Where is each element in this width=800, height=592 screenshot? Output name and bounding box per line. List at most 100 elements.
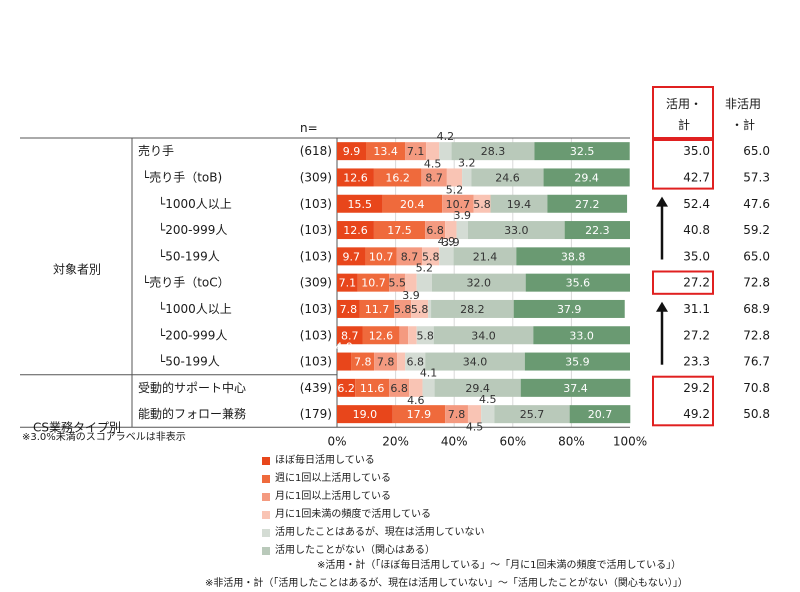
use-total-value: 23.3 (683, 355, 710, 369)
bar-segment (337, 299, 360, 318)
data-label: 25.7 (520, 408, 545, 421)
row-n: (179) (300, 407, 332, 421)
data-label: 37.9 (557, 303, 582, 316)
nonuse-total-value: 68.9 (743, 302, 770, 316)
nonuse-total-value: 50.8 (743, 407, 770, 421)
legend-item: ほぼ毎日活用している (262, 452, 485, 470)
bar-segment (405, 142, 427, 161)
bar-segment (337, 194, 383, 213)
highlight-box (652, 270, 714, 295)
bar-segment (425, 352, 525, 371)
bar-segment (524, 352, 630, 371)
footnote-nonuse: ※非活用・計（「活用したことはあるが、現在は活用していない」～「活用したことがな… (205, 578, 688, 589)
bar-segment (416, 326, 434, 345)
row-label: └200-999人 (158, 327, 227, 342)
x-tick-label: 40% (441, 434, 468, 448)
data-label: 7.8 (448, 408, 466, 421)
data-label: 32.0 (467, 277, 492, 290)
bar-segment (547, 194, 628, 213)
data-label: 22.3 (585, 224, 610, 237)
row-n: (103) (300, 249, 332, 263)
legend-item: 活用したことがない（関心はある） (262, 542, 485, 560)
data-label: 3.9 (402, 289, 420, 302)
data-label: 20.7 (588, 408, 613, 421)
use-total-value: 35.0 (683, 144, 710, 158)
bar-segment (513, 299, 625, 318)
legend-swatch (262, 457, 270, 465)
bar-segment (525, 273, 630, 292)
data-label: 21.4 (473, 250, 498, 263)
x-tick-label: 80% (558, 434, 585, 448)
data-label: 4.5 (466, 420, 484, 433)
data-label: 3.9 (442, 236, 460, 249)
highlight-box (652, 139, 714, 190)
data-label: 29.4 (465, 382, 490, 395)
data-label: 7.8 (340, 303, 358, 316)
legend: ほぼ毎日活用している 週に1回以上活用している 月に1回以上活用している 月に1回未満… (262, 452, 485, 560)
bar-segment (490, 194, 548, 213)
bar-segment (359, 299, 395, 318)
use-total-header: 活用・ (666, 97, 702, 111)
bar-segment (337, 378, 356, 397)
use-total-value: 52.4 (683, 197, 710, 211)
legend-label: 活用したことがない（関心はある） (275, 545, 435, 556)
bar-segment (534, 142, 630, 161)
data-label: 19.4 (507, 198, 532, 211)
bar-segment (355, 378, 390, 397)
bar-segment (337, 168, 374, 187)
legend-item: 週に1回以上活用している (262, 470, 485, 488)
use-total-value: 40.8 (683, 223, 710, 237)
data-label: 9.9 (343, 145, 361, 158)
nonuse-total-value: 65.0 (743, 144, 770, 158)
legend-label: ほぼ毎日活用している (275, 455, 375, 466)
bar-segment (445, 405, 468, 424)
n-header: n= (300, 121, 318, 135)
data-label: 12.6 (369, 329, 394, 342)
bar-segment (337, 221, 374, 240)
bar-segment (431, 299, 514, 318)
bar-segment (399, 326, 409, 345)
bar-segment (434, 378, 521, 397)
legend-item: 活用したことはあるが、現在は活用していない (262, 524, 485, 542)
data-label: 11.6 (360, 382, 385, 395)
x-tick-label: 100% (613, 434, 647, 448)
bar-segment (357, 273, 390, 292)
data-label: 5.2 (416, 262, 434, 275)
data-label: 4.2 (437, 130, 455, 143)
bar-segment (337, 247, 366, 266)
data-label: 12.6 (343, 224, 368, 237)
bar-segment (365, 247, 397, 266)
data-label: 17.5 (387, 224, 412, 237)
data-label: 6.8 (406, 356, 424, 369)
data-label: 4.5 (424, 157, 442, 170)
data-label: 5.8 (473, 198, 491, 211)
data-label: 5.2 (446, 184, 464, 197)
nonuse-total-value: 76.7 (743, 355, 770, 369)
data-label: 8.7 (401, 250, 419, 263)
row-label: └売り手（toC） (142, 275, 230, 290)
bar-segment (337, 142, 367, 161)
data-label: 20.4 (400, 198, 425, 211)
data-label: 6.2 (337, 382, 355, 395)
bar-segment (426, 142, 440, 161)
bar-segment (462, 168, 472, 187)
nonuse-total-value: 72.8 (743, 276, 770, 290)
data-label: 35.9 (565, 356, 590, 369)
bar-segment (422, 247, 440, 266)
header-highlight-box (652, 86, 714, 139)
use-total-value: 29.2 (683, 381, 710, 395)
bar-segment (433, 326, 534, 345)
bar-segment (394, 299, 412, 318)
data-label: 38.8 (561, 250, 586, 263)
data-label: 13.4 (373, 145, 398, 158)
row-n: (309) (300, 276, 332, 290)
data-label: 4.9 (438, 235, 456, 248)
bar-segment (366, 142, 406, 161)
group-label: 対象者別 (53, 263, 101, 277)
bar-segment (481, 405, 495, 424)
bar-segment (405, 273, 417, 292)
data-label: 7.1 (407, 145, 425, 158)
bar-segment (425, 221, 446, 240)
bar-segment (337, 405, 393, 424)
legend-item: 月に1回以上活用している (262, 488, 485, 506)
